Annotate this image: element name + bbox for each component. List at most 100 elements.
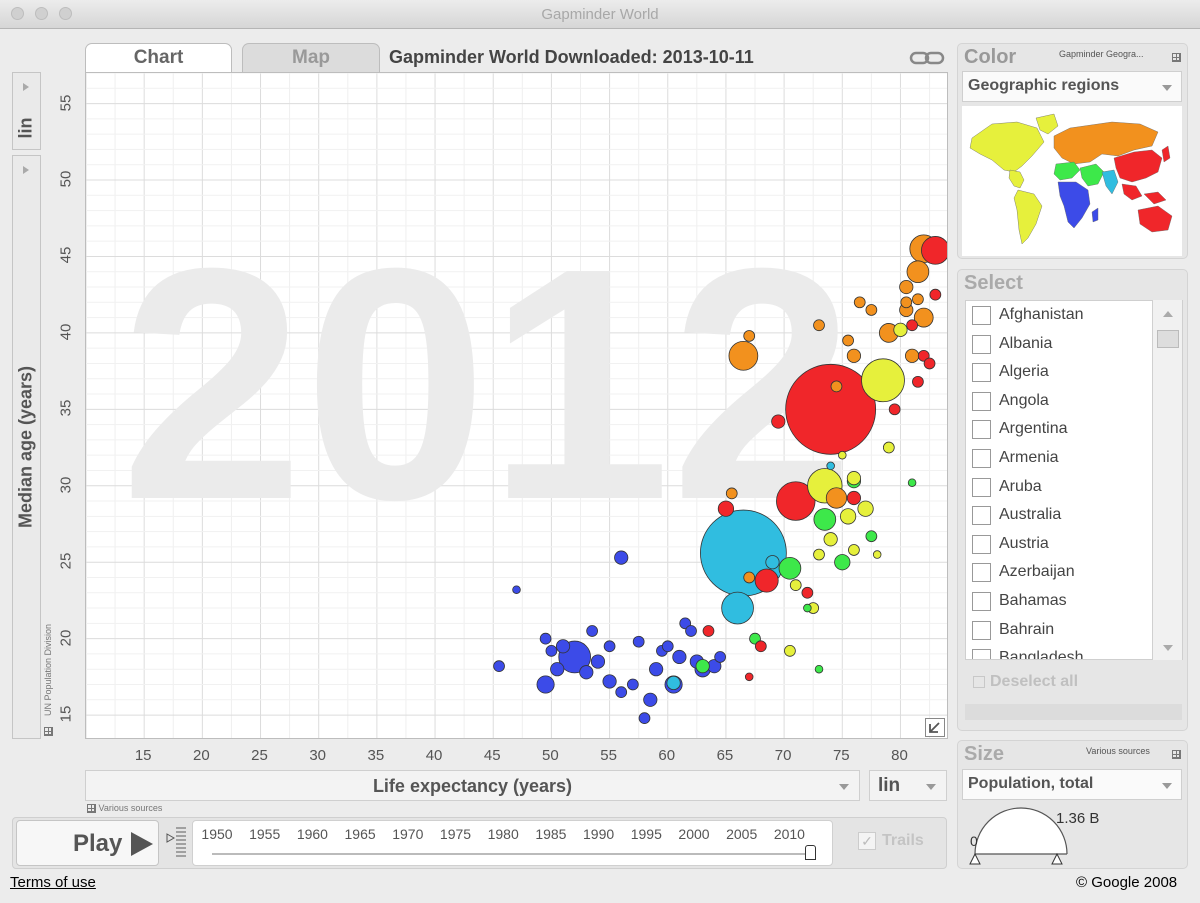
country-bubble[interactable] <box>906 260 930 284</box>
timeline-year-label[interactable]: 1980 <box>487 826 519 842</box>
country-bubble[interactable] <box>603 640 616 653</box>
fullscreen-icon[interactable] <box>925 718 945 737</box>
country-bubble[interactable] <box>765 555 780 570</box>
timeline-year-label[interactable]: 1995 <box>630 826 662 842</box>
y-indicator-selector[interactable] <box>12 155 41 739</box>
country-bubble[interactable] <box>536 675 555 694</box>
country-bubble[interactable] <box>813 508 837 531</box>
x-scale-selector[interactable]: lin <box>869 770 947 801</box>
region-color-map[interactable] <box>962 106 1182 256</box>
country-bubble[interactable] <box>929 288 942 301</box>
country-bubble[interactable] <box>626 678 639 691</box>
country-bubble[interactable] <box>638 712 651 724</box>
country-bubble[interactable] <box>906 319 918 332</box>
country-list-item[interactable]: Bahrain <box>966 616 1156 644</box>
country-list-item[interactable]: Angola <box>966 387 1156 415</box>
country-bubble[interactable] <box>865 304 878 316</box>
country-bubble[interactable] <box>776 481 816 521</box>
country-bubble[interactable] <box>813 548 825 561</box>
country-checkbox[interactable] <box>972 477 991 497</box>
country-bubble[interactable] <box>545 645 558 657</box>
country-bubble[interactable] <box>512 585 521 594</box>
country-list-item[interactable]: Azerbaijan <box>966 558 1156 586</box>
country-bubble[interactable] <box>754 640 767 653</box>
country-bubble[interactable] <box>744 672 754 682</box>
country-bubble[interactable] <box>814 664 824 674</box>
country-bubble[interactable] <box>784 645 796 657</box>
close-window-button[interactable] <box>11 7 24 20</box>
country-bubble[interactable] <box>846 490 862 506</box>
country-bubble[interactable] <box>823 532 838 547</box>
country-bubble[interactable] <box>743 571 756 584</box>
country-checkbox[interactable] <box>972 363 991 383</box>
y-scale-selector[interactable] <box>12 72 41 150</box>
country-checkbox[interactable] <box>972 420 991 440</box>
timeline-year-label[interactable]: 2000 <box>678 826 710 842</box>
country-bubble[interactable] <box>550 662 565 677</box>
country-bubble[interactable] <box>728 340 759 371</box>
country-bubble[interactable] <box>672 649 687 665</box>
country-bubble[interactable] <box>825 487 848 509</box>
scroll-thumb[interactable] <box>1157 330 1179 348</box>
country-bubble[interactable] <box>834 554 851 571</box>
country-list-item[interactable]: Australia <box>966 501 1156 529</box>
minimize-window-button[interactable] <box>35 7 48 20</box>
country-checkbox[interactable] <box>972 592 991 611</box>
timeline-year-label[interactable]: 1960 <box>296 826 328 842</box>
country-bubble[interactable] <box>872 550 882 559</box>
timeline-year-label[interactable]: 1965 <box>344 826 376 842</box>
size-range-gauge[interactable] <box>962 800 1182 868</box>
country-bubble[interactable] <box>714 651 726 663</box>
country-bubble[interactable] <box>861 358 905 403</box>
zoom-window-button[interactable] <box>59 7 72 20</box>
country-checkbox[interactable] <box>972 649 991 659</box>
x-indicator-selector[interactable]: Life expectancy (years) <box>85 770 860 801</box>
country-checkbox[interactable] <box>972 334 991 354</box>
country-bubble[interactable] <box>789 579 802 591</box>
country-bubble[interactable] <box>813 319 825 332</box>
country-bubble[interactable] <box>555 639 571 654</box>
country-list-item[interactable]: Aruba <box>966 473 1156 501</box>
country-bubble[interactable] <box>754 568 779 593</box>
country-bubble[interactable] <box>493 660 505 673</box>
country-list-item[interactable]: Albania <box>966 330 1156 358</box>
country-bubble[interactable] <box>830 380 843 393</box>
country-bubble[interactable] <box>842 334 854 347</box>
country-bubble[interactable] <box>900 296 913 309</box>
data-table-icon[interactable] <box>87 804 96 814</box>
country-bubble[interactable] <box>661 640 674 653</box>
country-list-item[interactable]: Bangladesh <box>966 644 1156 659</box>
country-checkbox[interactable] <box>972 449 991 468</box>
country-list-item[interactable]: Algeria <box>966 358 1156 386</box>
country-list-item[interactable]: Bahamas <box>966 587 1156 615</box>
color-indicator-dropdown[interactable]: Geographic regions <box>962 71 1182 102</box>
deselect-all-button[interactable]: Deselect all <box>965 668 1183 698</box>
country-bubble[interactable] <box>579 665 594 680</box>
country-bubble[interactable] <box>586 625 598 637</box>
country-bubble[interactable] <box>838 450 847 460</box>
country-list-item[interactable]: Afghanistan <box>966 301 1156 329</box>
country-bubble[interactable] <box>848 544 860 556</box>
country-bubble[interactable] <box>721 591 754 625</box>
data-table-icon[interactable] <box>1172 750 1181 759</box>
country-bubble[interactable] <box>912 375 924 388</box>
country-checkbox[interactable] <box>972 506 991 526</box>
timeline-year-label[interactable]: 1975 <box>439 826 472 842</box>
country-bubble[interactable] <box>912 293 924 306</box>
timeline-year-label[interactable]: 1990 <box>583 826 615 842</box>
country-bubble[interactable] <box>685 625 697 637</box>
data-table-icon[interactable] <box>1172 53 1181 62</box>
country-bubble[interactable] <box>778 556 802 580</box>
country-bubble[interactable] <box>882 441 895 454</box>
country-bubble[interactable] <box>695 659 710 674</box>
country-list-item[interactable]: Armenia <box>966 444 1156 472</box>
country-bubble[interactable] <box>857 500 874 517</box>
country-bubble[interactable] <box>615 686 628 698</box>
country-list-scrollbar[interactable] <box>1152 300 1182 660</box>
timeline-year-label[interactable]: 2005 <box>726 826 758 842</box>
country-bubble[interactable] <box>702 625 715 637</box>
country-bubble[interactable] <box>846 471 862 486</box>
year-timeline[interactable] <box>192 820 833 866</box>
country-bubble[interactable] <box>846 348 862 363</box>
trails-checkbox[interactable]: ✓ <box>858 832 876 850</box>
